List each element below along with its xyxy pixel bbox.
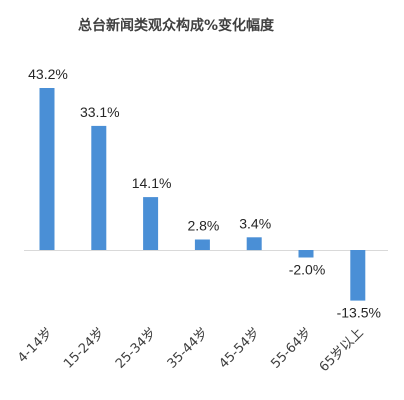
data-label-2: 14.1% bbox=[132, 175, 172, 191]
category-tick-0: 4-14岁 bbox=[15, 325, 56, 366]
category-tick-3: 35-44岁 bbox=[165, 325, 212, 372]
data-labels-group: 43.2% 33.1% 14.1% 2.8% 3.4% -2.0% -13.5% bbox=[28, 66, 381, 321]
data-label-6: -13.5% bbox=[337, 305, 381, 321]
data-label-4: 3.4% bbox=[239, 215, 271, 231]
category-tick-5: 55-64岁 bbox=[268, 325, 315, 372]
data-label-1: 33.1% bbox=[80, 104, 120, 120]
data-label-3: 2.8% bbox=[187, 218, 219, 234]
chart-title: 总台新闻类观众构成%变化幅度 bbox=[78, 17, 275, 34]
bar-1 bbox=[91, 125, 107, 250]
bar-4 bbox=[246, 237, 262, 251]
category-tick-1: 15-24岁 bbox=[61, 325, 108, 372]
data-label-5: -2.0% bbox=[289, 262, 326, 278]
data-label-0: 43.2% bbox=[28, 66, 68, 82]
category-tick-4: 45-54岁 bbox=[217, 325, 264, 372]
category-tick-2: 25-34岁 bbox=[113, 325, 160, 372]
category-tick-6: 65岁以上 bbox=[317, 325, 367, 375]
category-ticks-group: 4-14岁 15-24岁 25-34岁 35-44岁 45-54岁 55-64岁 65岁以上 bbox=[15, 325, 366, 375]
bar-5 bbox=[298, 250, 314, 258]
bar-2 bbox=[143, 197, 159, 250]
bar-3 bbox=[194, 239, 210, 250]
bar-0 bbox=[39, 88, 55, 250]
bar-6 bbox=[350, 250, 366, 301]
bars-group bbox=[39, 88, 366, 301]
